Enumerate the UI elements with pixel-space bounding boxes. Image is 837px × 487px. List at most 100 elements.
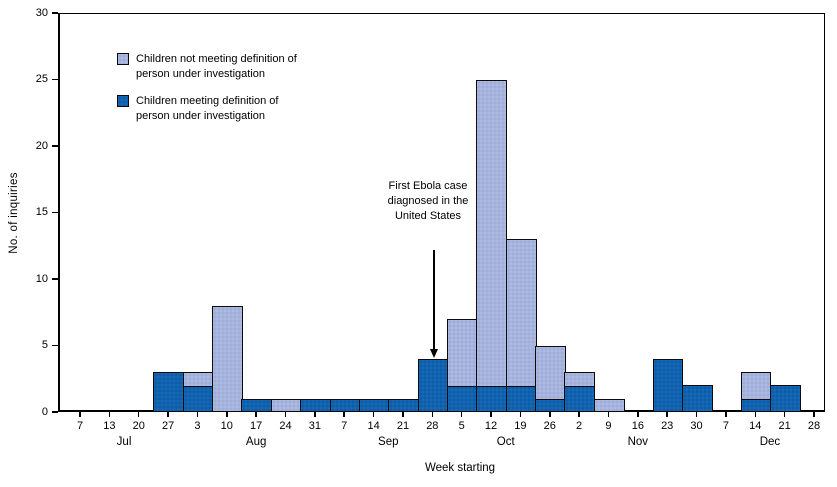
bar-segment-not-meeting-aug-3 — [182, 372, 214, 387]
y-tick-label: 15 — [35, 206, 48, 218]
y-tick-label: 5 — [41, 339, 48, 351]
bars-layer — [58, 13, 825, 412]
x-tick-label: 20 — [132, 420, 145, 432]
annotation-arrow-head-icon — [430, 349, 438, 358]
bar-segment-meeting-sep-21 — [388, 398, 420, 412]
bar-segment-meeting-oct-12 — [476, 385, 508, 412]
bar-segment-meeting-jul-27 — [153, 372, 185, 412]
y-tick-label: 0 — [41, 405, 48, 418]
x-tick-mark — [372, 412, 375, 417]
y-tick-label: 30 — [35, 6, 48, 19]
x-tick-mark — [637, 412, 639, 417]
bar-segment-not-meeting-oct-19 — [505, 239, 537, 387]
y-tick-mark — [52, 211, 58, 214]
y-tick-mark — [52, 411, 58, 413]
legend-swatch-meeting-icon — [117, 95, 129, 107]
x-tick-label: 19 — [514, 420, 527, 432]
bar-segment-not-meeting-oct-5 — [447, 318, 478, 387]
x-tick-label: 9 — [605, 420, 612, 432]
x-tick-mark — [167, 412, 169, 417]
x-axis-title: Week starting — [424, 462, 496, 474]
x-tick-label: 10 — [220, 420, 233, 432]
x-tick-label: 16 — [631, 420, 644, 432]
x-tick-mark — [460, 412, 463, 417]
bar-segment-meeting-aug-3 — [182, 385, 214, 412]
bar-segment-not-meeting-oct-12 — [476, 79, 508, 387]
bar-segment-not-meeting-dec-14 — [740, 372, 772, 401]
x-tick-mark — [108, 412, 111, 417]
bar-segment-not-meeting-nov-2 — [564, 372, 596, 387]
x-tick-mark — [196, 412, 199, 417]
x-tick-mark — [255, 412, 257, 417]
legend-label-meeting: Children meeting definition of person un… — [136, 95, 279, 122]
x-tick-label: 13 — [103, 420, 116, 432]
annotation-arrow-line — [433, 250, 435, 350]
x-tick-label: 23 — [661, 420, 674, 432]
legend-label-not-meeting: Children not meeting definition of perso… — [136, 53, 297, 80]
bar-segment-not-meeting-aug-24 — [270, 398, 302, 412]
bar-segment-meeting-oct-26 — [535, 398, 566, 412]
x-tick-mark — [725, 412, 727, 417]
x-tick-label: 12 — [484, 420, 498, 432]
x-tick-mark — [813, 412, 815, 417]
bar-segment-meeting-aug-31 — [300, 398, 332, 412]
bar-segment-not-meeting-aug-10 — [212, 305, 243, 412]
x-tick-mark — [490, 412, 492, 417]
x-tick-mark — [137, 412, 140, 417]
legend-swatch-not-meeting-icon — [117, 53, 129, 65]
x-tick-mark — [695, 412, 698, 417]
x-tick-mark — [284, 412, 287, 417]
x-tick-mark — [402, 412, 404, 417]
legend-item-meeting: Children meeting definition of person un… — [117, 94, 297, 123]
bar-segment-meeting-nov-30 — [681, 385, 713, 412]
y-tick-mark — [52, 278, 58, 280]
x-tick-mark — [666, 412, 668, 417]
x-tick-label: 30 — [690, 420, 703, 432]
x-tick-label: 28 — [426, 420, 439, 432]
x-tick-label: 7 — [341, 420, 348, 432]
y-tick-label: 20 — [35, 139, 48, 152]
x-tick-label: 7 — [722, 420, 729, 432]
x-tick-label: 2 — [576, 420, 583, 432]
bar-segment-meeting-dec-14 — [740, 398, 772, 412]
x-tick-mark — [754, 412, 757, 417]
x-tick-label: 24 — [279, 420, 292, 432]
annotation-first-ebola-case: First Ebola case diagnosed in the United… — [387, 180, 469, 222]
bar-segment-meeting-sep-14 — [358, 398, 390, 412]
bar-segment-meeting-sep-28 — [417, 358, 449, 412]
y-tick-mark — [52, 145, 58, 147]
x-tick-label: 3 — [194, 420, 201, 432]
x-tick-label: 27 — [161, 420, 175, 432]
x-tick-mark — [314, 412, 316, 417]
x-tick-label: 17 — [250, 420, 263, 432]
bar-segment-meeting-sep-7 — [329, 398, 361, 412]
bar-segment-meeting-nov-23 — [652, 358, 684, 412]
legend-item-not-meeting: Children not meeting definition of perso… — [117, 52, 297, 81]
month-label-nov: Nov — [627, 436, 649, 448]
bar-segment-meeting-dec-21 — [769, 385, 801, 412]
x-tick-label: 7 — [76, 420, 84, 432]
month-label-sep: Sep — [378, 436, 399, 448]
y-tick-mark — [52, 78, 58, 81]
bar-segment-meeting-oct-19 — [505, 385, 537, 412]
bar-segment-not-meeting-oct-26 — [535, 345, 566, 401]
bar-segment-meeting-oct-5 — [447, 385, 478, 412]
x-tick-mark — [431, 412, 434, 417]
x-tick-mark — [578, 412, 580, 417]
y-tick-label: 25 — [35, 73, 48, 85]
x-tick-label: 28 — [807, 420, 821, 432]
x-tick-label: 26 — [543, 420, 556, 432]
y-tick-mark — [52, 344, 58, 347]
x-tick-label: 14 — [367, 420, 380, 432]
y-tick-mark — [52, 12, 58, 14]
x-tick-mark — [549, 412, 551, 417]
month-label-oct: Oct — [496, 436, 515, 448]
bar-segment-meeting-nov-2 — [564, 385, 596, 412]
x-tick-mark — [519, 412, 522, 417]
x-tick-label: 21 — [396, 420, 410, 432]
x-tick-label: 31 — [308, 420, 321, 432]
bar-segment-meeting-aug-17 — [241, 398, 273, 412]
x-tick-label: 21 — [778, 420, 791, 432]
x-tick-mark — [783, 412, 786, 417]
